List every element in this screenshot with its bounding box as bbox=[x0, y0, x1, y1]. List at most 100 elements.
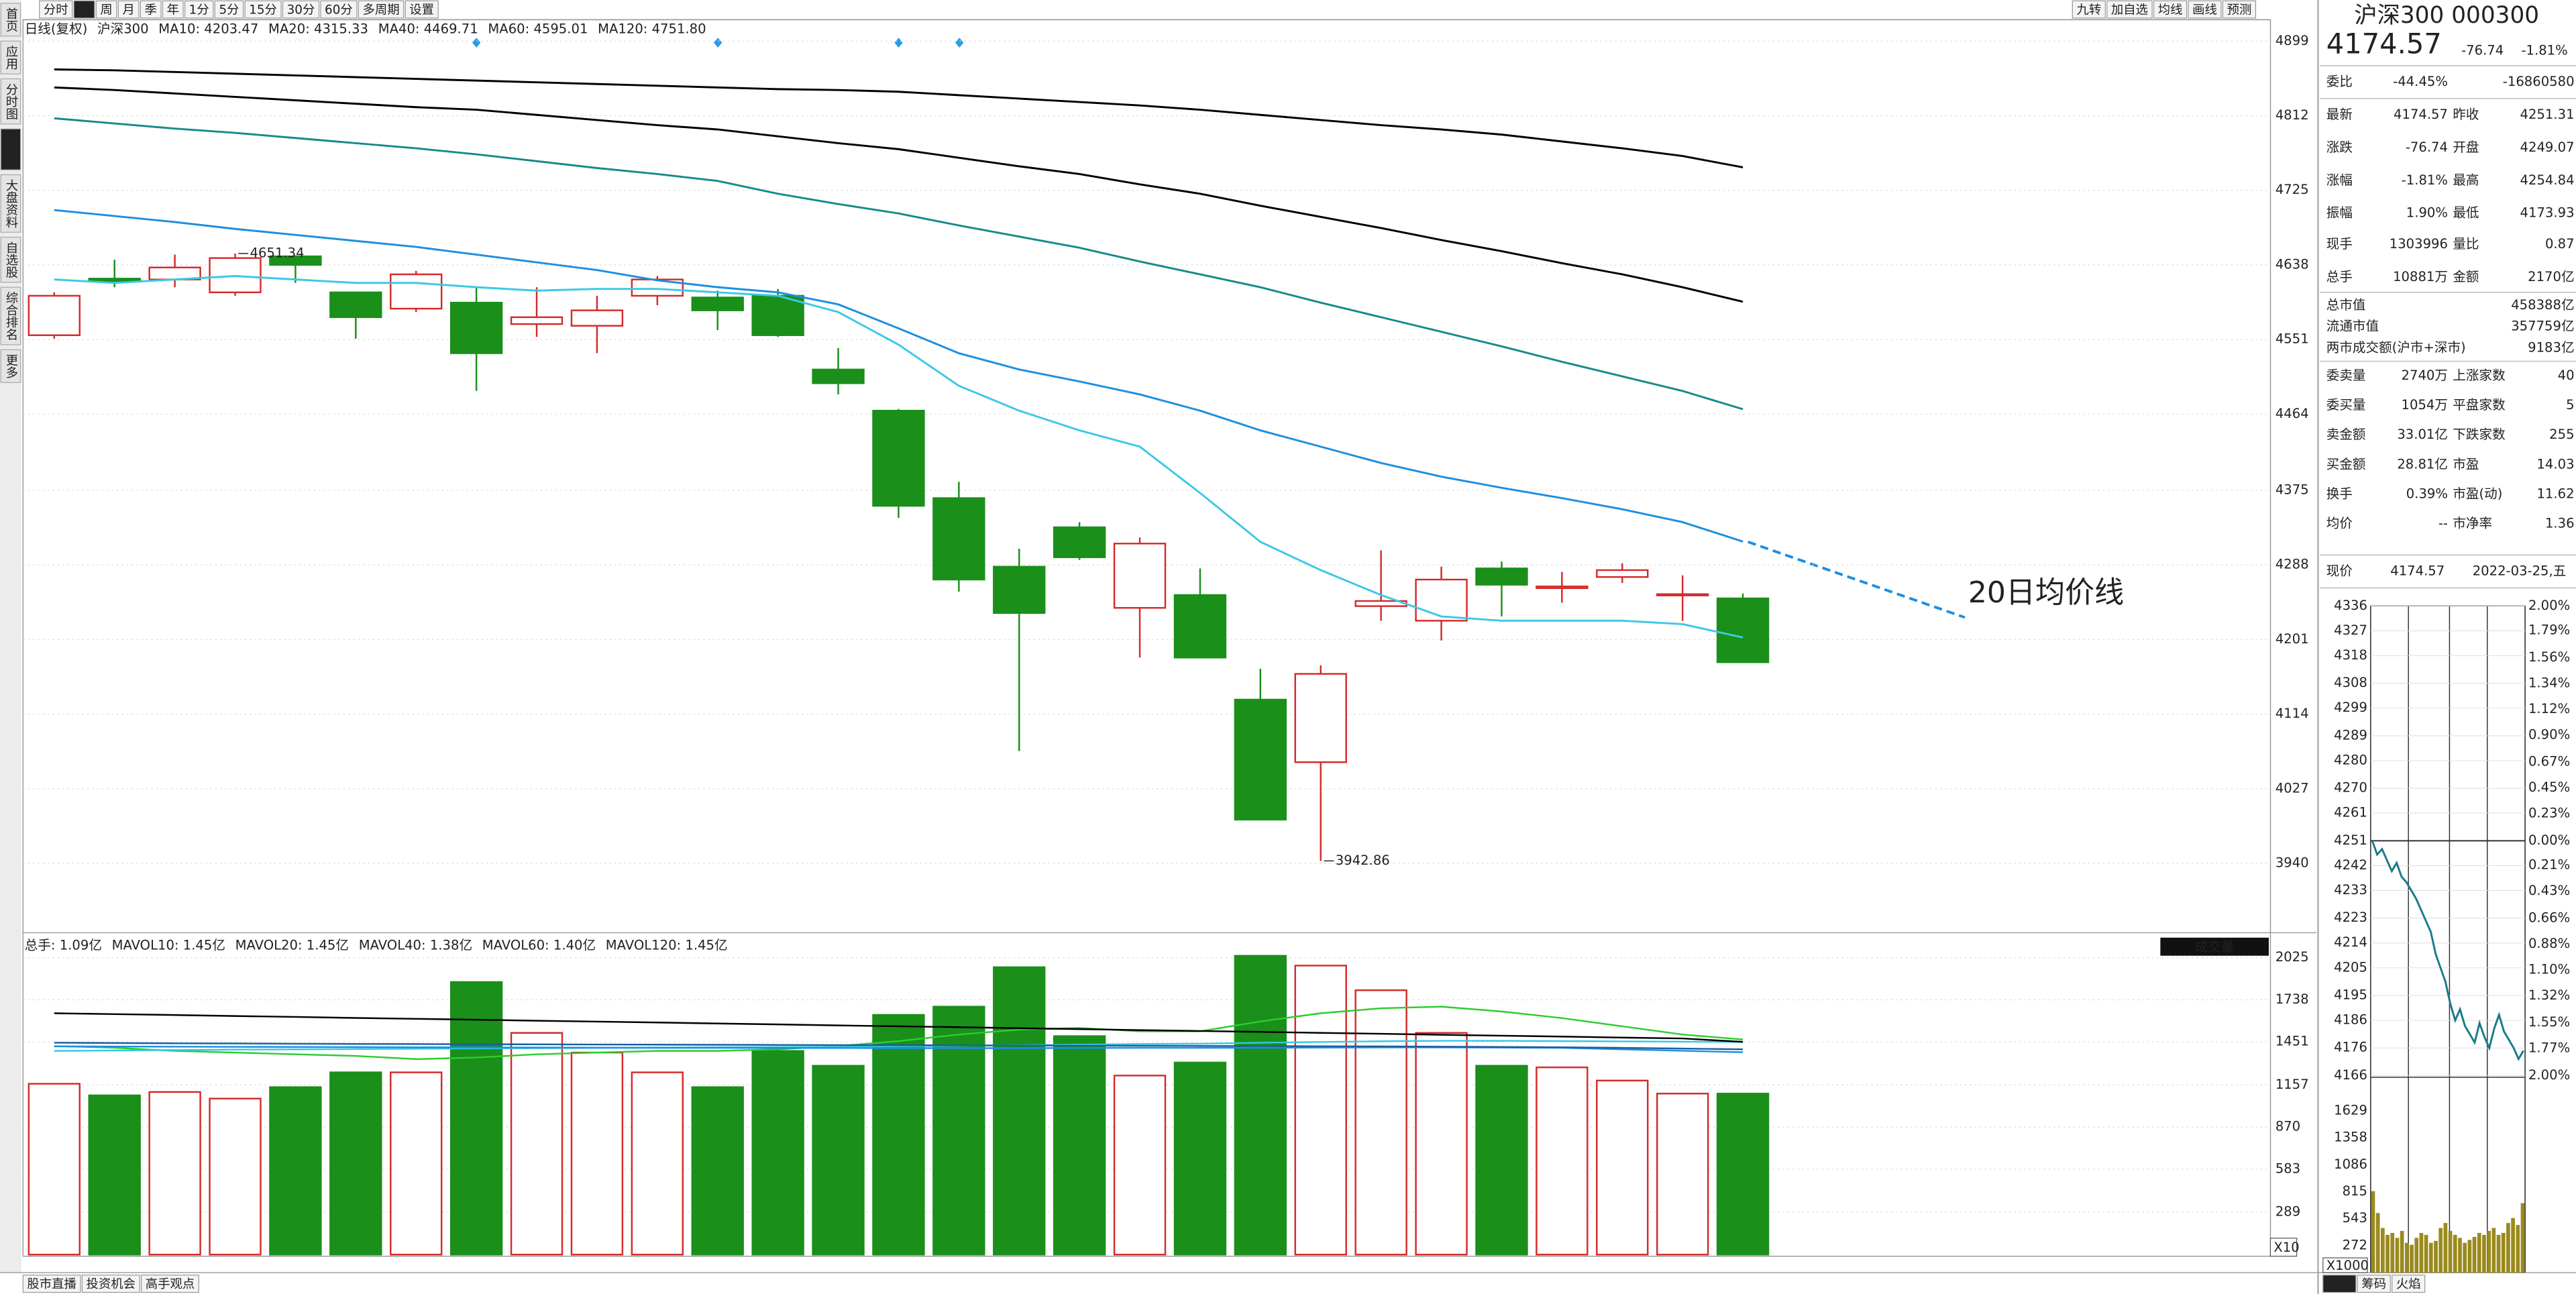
volume-bar bbox=[1113, 1075, 1167, 1256]
toolbar-button-label[interactable]: 分时 bbox=[44, 3, 68, 17]
volume-bar bbox=[2390, 1232, 2395, 1273]
indicator-select[interactable] bbox=[2160, 937, 2269, 956]
toolbar-button-label[interactable]: 分时图 bbox=[4, 83, 18, 120]
tab[interactable] bbox=[0, 128, 21, 170]
toolbar-button-label[interactable]: 60分 bbox=[325, 3, 353, 17]
toolbar-button-label[interactable]: 1分 bbox=[189, 3, 209, 17]
toolbar-button[interactable] bbox=[117, 0, 140, 19]
y-tick-label: 4280 bbox=[2334, 752, 2367, 767]
toolbar-button-label[interactable]: 5分 bbox=[219, 3, 239, 17]
toolbar-button-label[interactable]: 15分 bbox=[249, 3, 277, 17]
toolbar-button-label[interactable]: 应用 bbox=[4, 45, 18, 70]
toolbar-button-label[interactable]: 首页 bbox=[4, 7, 18, 32]
toolbar-button[interactable] bbox=[244, 0, 282, 19]
toolbar-button[interactable] bbox=[320, 0, 358, 19]
toolbar-button[interactable] bbox=[73, 0, 95, 19]
tab[interactable] bbox=[0, 78, 21, 125]
volume-bar bbox=[2511, 1218, 2515, 1273]
toolbar-button[interactable] bbox=[214, 0, 244, 19]
toolbar-button-label[interactable]: 日 bbox=[78, 3, 90, 17]
tab[interactable] bbox=[0, 174, 21, 233]
toolbar-button[interactable] bbox=[2392, 1275, 2426, 1293]
toolbar-button[interactable] bbox=[2357, 1275, 2391, 1293]
quote-value: 0.39% bbox=[2406, 486, 2448, 501]
toolbar-button-label[interactable]: 九转 bbox=[2076, 3, 2101, 17]
toolbar-button[interactable] bbox=[2072, 0, 2106, 19]
tab[interactable] bbox=[0, 3, 21, 37]
scale-label: X1000 bbox=[2326, 1258, 2369, 1273]
volume-bar bbox=[510, 1032, 564, 1256]
quote-value: 11.62 bbox=[2536, 486, 2574, 501]
quote-label: 市盈(动) bbox=[2453, 486, 2502, 501]
toolbar-button-label[interactable]: 30分 bbox=[287, 3, 315, 17]
legend-entry: 日线(复权) bbox=[25, 21, 88, 37]
toolbar-button-label[interactable]: 分时 bbox=[2327, 1277, 2352, 1291]
quote-value: 4249.07 bbox=[2520, 140, 2575, 155]
tab[interactable] bbox=[0, 40, 21, 74]
toolbar-button[interactable] bbox=[2153, 0, 2188, 19]
toolbar-button[interactable] bbox=[22, 1275, 81, 1293]
toolbar-button-label[interactable]: 均线 bbox=[2158, 3, 2183, 17]
toolbar-button-label[interactable]: K线图 bbox=[4, 133, 18, 166]
volume-bar bbox=[2463, 1242, 2467, 1273]
toolbar-button[interactable] bbox=[2188, 0, 2222, 19]
toolbar-button[interactable] bbox=[2322, 1275, 2357, 1293]
volume-bar bbox=[2424, 1234, 2428, 1273]
y2-tick-label: 0.45% bbox=[2528, 779, 2570, 795]
toolbar-button[interactable] bbox=[95, 0, 117, 19]
toolbar-button-label[interactable]: 筹码 bbox=[2361, 1277, 2386, 1291]
toolbar-button-label[interactable]: 预测 bbox=[2227, 3, 2252, 17]
tab[interactable] bbox=[0, 349, 21, 383]
volume-bar bbox=[148, 1091, 201, 1256]
toolbar-button-label[interactable]: 季 bbox=[145, 3, 157, 17]
toolbar-button[interactable] bbox=[140, 1275, 199, 1293]
toolbar-button[interactable] bbox=[184, 0, 214, 19]
toolbar-button-label[interactable]: 设置 bbox=[409, 3, 434, 17]
toolbar-button-label[interactable]: 股市直播 bbox=[27, 1277, 76, 1291]
toolbar-button-label[interactable]: 更多 bbox=[4, 354, 18, 378]
scale-label: X10 bbox=[2273, 1240, 2299, 1255]
toolbar-button-label[interactable]: 画线 bbox=[2192, 3, 2217, 17]
toolbar-button[interactable] bbox=[140, 0, 162, 19]
y-tick-label: 4027 bbox=[2275, 780, 2309, 796]
volume-bar bbox=[1596, 1079, 1649, 1256]
volume-bar bbox=[570, 1051, 624, 1256]
toolbar-button-label[interactable]: 周 bbox=[100, 3, 112, 17]
toolbar-button-label[interactable]: 自选股 bbox=[4, 241, 18, 278]
toolbar-button[interactable] bbox=[358, 0, 405, 19]
toolbar-button[interactable] bbox=[81, 1275, 140, 1293]
quote-value: 0.87 bbox=[2545, 236, 2575, 252]
quote-value: 1054万 bbox=[2402, 397, 2448, 413]
toolbar-button-label[interactable]: 火焰 bbox=[2396, 1277, 2421, 1291]
toolbar-button-label[interactable]: 综合排名 bbox=[4, 291, 18, 340]
ma-line bbox=[54, 209, 1743, 543]
toolbar-button-label[interactable]: 月 bbox=[122, 3, 134, 17]
indicator-select-label[interactable]: 成交量 bbox=[2195, 939, 2235, 955]
y2-tick-label: 1.79% bbox=[2528, 623, 2570, 638]
toolbar-button[interactable] bbox=[162, 0, 184, 19]
toolbar-button-label[interactable]: 投资机会 bbox=[87, 1277, 136, 1291]
toolbar-button-label[interactable]: 大盘资料 bbox=[4, 179, 18, 228]
y2-tick-label: 1.12% bbox=[2528, 701, 2570, 716]
toolbar-button-label[interactable]: 加自选 bbox=[2111, 3, 2148, 17]
toolbar-button[interactable] bbox=[282, 0, 320, 19]
volume-bar bbox=[2381, 1228, 2385, 1273]
y-tick-label: 272 bbox=[2343, 1237, 2367, 1252]
volume-bar bbox=[1536, 1066, 1589, 1256]
volume-bar bbox=[2428, 1242, 2433, 1273]
toolbar-button[interactable] bbox=[405, 0, 439, 19]
volume-bar bbox=[2438, 1228, 2443, 1273]
candle-body bbox=[1596, 569, 1649, 578]
toolbar-button[interactable] bbox=[39, 0, 73, 19]
tab[interactable] bbox=[0, 286, 21, 345]
toolbar-button[interactable] bbox=[2106, 0, 2153, 19]
toolbar-button-label[interactable]: 年 bbox=[167, 3, 179, 17]
toolbar-button[interactable] bbox=[2222, 0, 2257, 19]
volume-bar bbox=[2400, 1230, 2404, 1273]
tab[interactable] bbox=[0, 236, 21, 283]
quote-label: 昨收 bbox=[2453, 107, 2479, 122]
volume-bar bbox=[2385, 1234, 2390, 1273]
toolbar-button-label[interactable]: 多周期 bbox=[363, 3, 400, 17]
toolbar-button-label[interactable]: 高手观点 bbox=[146, 1277, 195, 1291]
